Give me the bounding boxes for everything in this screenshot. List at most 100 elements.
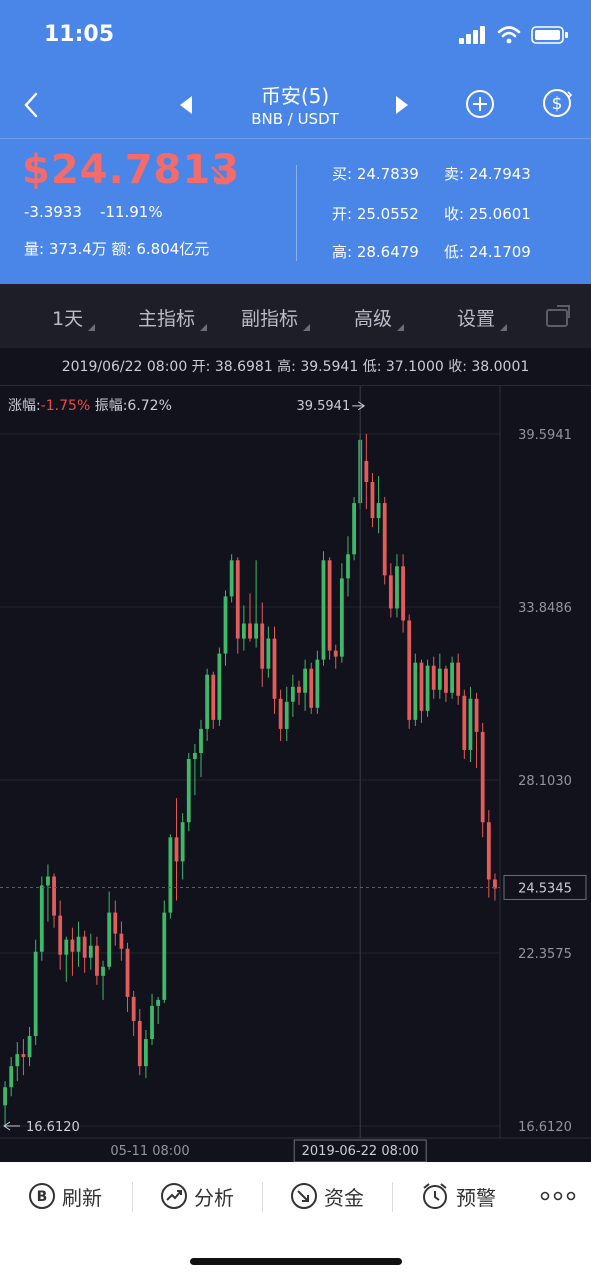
candle xyxy=(382,497,387,585)
candle xyxy=(137,1008,142,1076)
candle-body xyxy=(174,837,179,862)
candle-body xyxy=(211,674,216,720)
candle xyxy=(419,659,424,723)
dropdown-caret-icon xyxy=(303,324,311,331)
alert-button[interactable]: 预警 xyxy=(420,1180,496,1212)
candle xyxy=(174,798,179,901)
candle xyxy=(95,936,99,985)
kline-chart[interactable]: 39.5941 33.8486 28.1030 22.3575 16.6120 39.59… xyxy=(0,386,591,1162)
candle-body xyxy=(199,728,203,753)
main-indicator-dropdown[interactable]: 主指标 xyxy=(138,304,208,331)
analysis-label: 分析 xyxy=(194,1185,234,1210)
candle xyxy=(248,593,252,642)
battery-icon xyxy=(531,26,568,44)
candle-body xyxy=(248,623,252,639)
candle-body xyxy=(254,623,259,639)
funds-button[interactable]: 资金 xyxy=(290,1180,364,1212)
candle xyxy=(254,560,259,648)
analysis-button[interactable]: 分析 xyxy=(160,1180,234,1212)
candle-body xyxy=(321,560,326,660)
candle xyxy=(192,743,197,796)
advanced-dropdown[interactable]: 高级 xyxy=(354,304,405,331)
kline-chart-area[interactable]: 涨幅:-1.75% 振幅:6.72% 39.5941 33.8486 28.1030… xyxy=(0,386,591,1162)
signal-icon xyxy=(459,26,485,44)
current-price-label: 24.5345 xyxy=(518,881,572,896)
currency-switch-icon[interactable]: $ xyxy=(540,86,574,120)
candle-body xyxy=(131,996,136,1021)
interval-dropdown[interactable]: 1天 xyxy=(52,304,96,331)
candle-body xyxy=(364,460,369,482)
candle-body xyxy=(192,752,197,760)
candle xyxy=(260,602,265,687)
more-button[interactable] xyxy=(540,1180,576,1212)
candle-body xyxy=(205,674,210,729)
candle-body xyxy=(388,575,393,609)
y-tick-label: 39.5941 xyxy=(518,428,572,443)
max-price-label: 39.5941 xyxy=(296,399,350,414)
change-absolute: -3.3933 xyxy=(24,203,82,221)
settings-dropdown[interactable]: 设置 xyxy=(457,304,508,331)
candle-body xyxy=(82,936,87,958)
next-pair-icon[interactable] xyxy=(390,94,412,116)
candle xyxy=(425,659,430,717)
refresh-button[interactable]: B 刷新 xyxy=(28,1180,102,1212)
status-time: 11:05 xyxy=(44,22,115,47)
add-icon[interactable] xyxy=(464,88,496,120)
previous-pair-icon[interactable] xyxy=(176,94,198,116)
quote-divider xyxy=(296,165,297,261)
close-price: 收: 25.0601 xyxy=(444,205,531,223)
candle xyxy=(46,864,50,922)
candle-body xyxy=(395,566,399,609)
candle-body xyxy=(88,945,93,958)
candle xyxy=(39,876,44,961)
candle-body xyxy=(64,939,69,955)
dropdown-caret-icon xyxy=(500,324,508,331)
candle-body xyxy=(3,1087,7,1106)
header: 11:05 币安(5) xyxy=(0,0,591,284)
candle-body xyxy=(70,939,75,952)
candle-body xyxy=(9,1066,14,1088)
candle xyxy=(235,557,240,654)
candle xyxy=(199,719,203,778)
share-icon[interactable] xyxy=(545,304,571,328)
candle xyxy=(462,689,467,760)
candle-body xyxy=(144,1039,148,1067)
dropdown-caret-icon xyxy=(88,324,96,331)
candle-body xyxy=(235,560,240,639)
candle xyxy=(162,900,167,1003)
last-price: $24.7813 xyxy=(22,147,241,193)
amplitude-value: 6.72% xyxy=(127,398,172,414)
candle-body xyxy=(468,698,473,750)
candle xyxy=(180,813,185,880)
candle xyxy=(450,656,454,699)
candle-body xyxy=(150,1005,154,1040)
candle xyxy=(431,656,436,699)
candle xyxy=(401,554,405,633)
back-icon[interactable] xyxy=(18,88,48,122)
candle xyxy=(150,993,154,1046)
candle-body xyxy=(431,665,436,690)
candle-body xyxy=(217,653,222,720)
candle-body xyxy=(46,876,50,886)
candle-body xyxy=(119,933,124,949)
candle-body xyxy=(101,966,105,976)
candle-body xyxy=(266,638,271,669)
amplitude-label: 振幅: xyxy=(90,398,128,414)
candle xyxy=(352,497,356,561)
candle xyxy=(101,960,105,1000)
candle xyxy=(364,433,369,510)
candle xyxy=(333,644,338,669)
volume-amount: 量: 373.4万 额: 6.804亿元 xyxy=(24,240,210,258)
candle xyxy=(388,563,393,618)
candle-body xyxy=(407,620,412,720)
candle xyxy=(144,1030,148,1079)
open-price: 开: 25.0552 xyxy=(332,205,419,223)
rise-value: -1.75% xyxy=(40,398,91,414)
candle-body xyxy=(456,662,461,696)
candle-body xyxy=(272,638,277,699)
candle-body xyxy=(125,948,130,997)
candle xyxy=(131,990,136,1037)
candle xyxy=(376,475,381,534)
bottom-divider xyxy=(262,1182,263,1212)
sub-indicator-dropdown[interactable]: 副指标 xyxy=(241,304,311,331)
